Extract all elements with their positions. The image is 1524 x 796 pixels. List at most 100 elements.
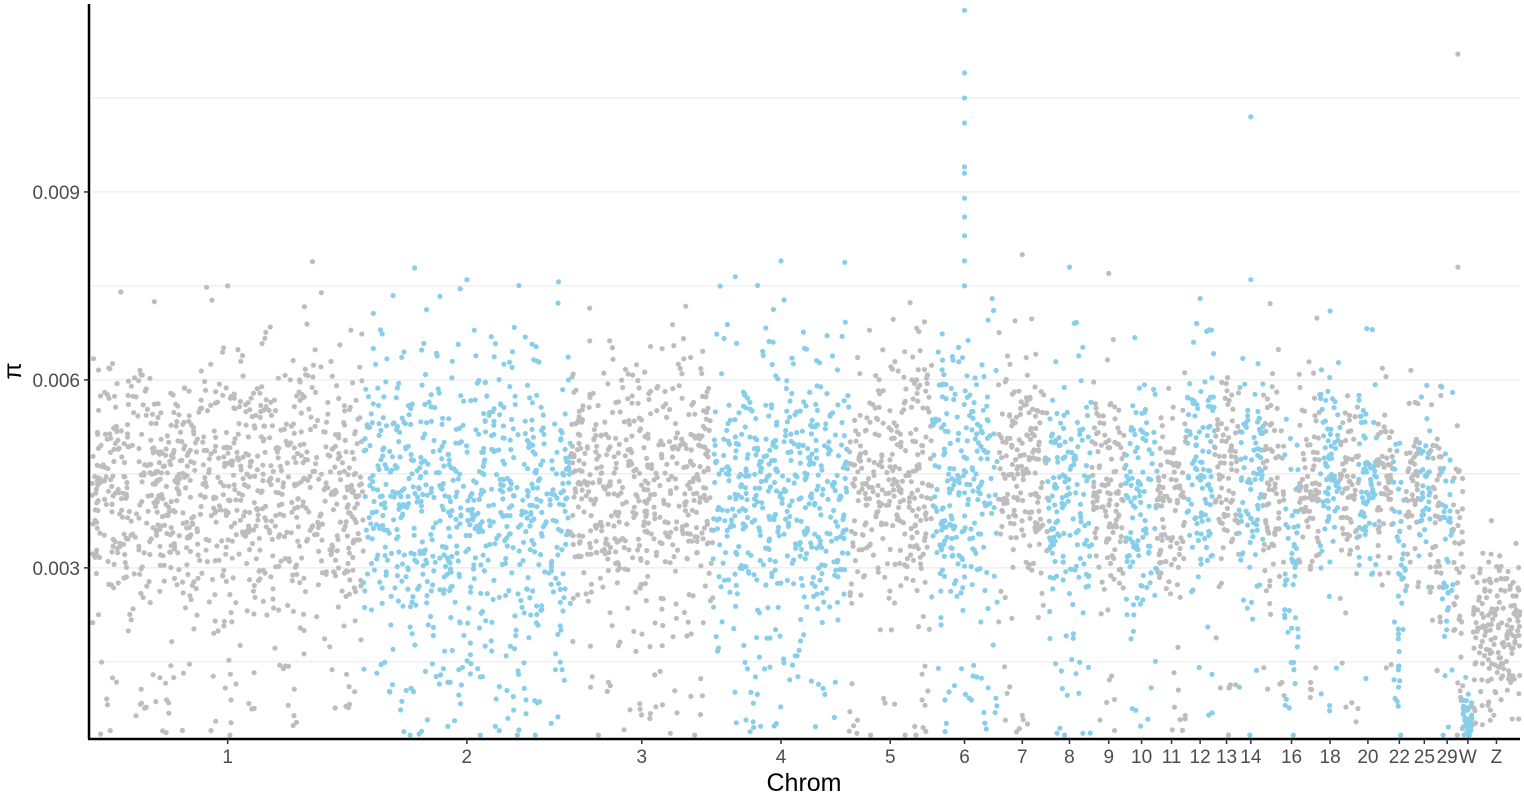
data-point xyxy=(944,534,950,540)
data-point xyxy=(812,500,818,506)
data-point xyxy=(343,519,349,525)
data-point xyxy=(637,585,643,591)
data-point xyxy=(530,588,536,594)
data-point xyxy=(187,534,193,540)
data-point xyxy=(740,506,746,512)
data-point xyxy=(1327,374,1333,381)
data-point xyxy=(842,259,848,265)
data-point xyxy=(615,450,621,456)
data-point xyxy=(1163,558,1169,565)
data-point xyxy=(278,468,285,474)
data-point xyxy=(534,603,540,609)
data-point xyxy=(659,643,665,649)
data-point xyxy=(787,677,793,683)
data-point xyxy=(899,478,906,484)
data-point xyxy=(594,465,600,471)
data-point xyxy=(616,519,622,525)
data-point xyxy=(886,595,892,601)
data-point xyxy=(276,563,282,570)
data-point xyxy=(470,566,477,572)
data-point xyxy=(561,472,567,478)
data-point xyxy=(1014,466,1020,472)
data-point xyxy=(111,446,117,452)
data-point xyxy=(1105,481,1111,487)
data-point xyxy=(479,470,485,476)
data-point xyxy=(270,553,276,559)
data-point xyxy=(233,532,239,538)
data-point xyxy=(1050,397,1056,403)
data-point xyxy=(932,463,938,469)
data-point xyxy=(457,620,463,626)
data-point xyxy=(622,538,628,544)
data-point xyxy=(1451,475,1457,481)
data-point xyxy=(507,384,513,390)
data-point xyxy=(457,701,464,707)
data-point xyxy=(961,490,968,496)
data-point xyxy=(1387,447,1393,453)
data-point xyxy=(325,452,331,458)
data-point xyxy=(896,466,903,472)
data-point xyxy=(1172,507,1178,514)
data-point xyxy=(175,550,181,556)
data-point xyxy=(602,551,608,557)
data-point xyxy=(658,451,665,457)
data-point xyxy=(1416,440,1423,446)
data-point xyxy=(1060,553,1066,559)
data-point xyxy=(229,555,235,561)
data-point xyxy=(465,620,471,626)
data-point xyxy=(237,398,243,405)
data-point xyxy=(1011,475,1017,481)
data-point xyxy=(1376,529,1382,535)
data-point xyxy=(1351,492,1358,498)
data-point xyxy=(668,473,675,479)
data-point xyxy=(972,436,978,442)
data-point xyxy=(1318,471,1324,477)
data-point xyxy=(511,455,517,461)
data-point xyxy=(450,477,456,483)
data-point xyxy=(1255,409,1261,415)
data-point xyxy=(902,531,908,537)
data-point xyxy=(483,618,489,624)
data-point xyxy=(975,485,982,491)
data-point xyxy=(1061,732,1068,738)
data-point xyxy=(138,700,145,706)
data-point xyxy=(378,427,384,433)
data-point xyxy=(97,530,103,536)
data-point xyxy=(480,463,486,469)
data-point xyxy=(810,574,817,581)
data-point xyxy=(818,463,824,469)
data-point xyxy=(421,548,427,554)
data-point xyxy=(851,483,857,489)
data-point xyxy=(944,411,950,417)
data-point xyxy=(903,575,910,581)
data-point xyxy=(406,475,412,482)
data-point xyxy=(1063,569,1069,575)
data-point xyxy=(565,515,571,521)
data-point xyxy=(1128,529,1134,536)
data-point xyxy=(515,591,521,597)
data-point xyxy=(257,414,263,420)
data-point xyxy=(1309,481,1316,487)
data-point xyxy=(482,418,488,424)
data-point xyxy=(507,486,514,492)
data-point xyxy=(725,438,731,444)
data-point xyxy=(880,535,886,542)
data-point xyxy=(672,476,679,482)
data-point xyxy=(924,544,930,550)
data-point xyxy=(525,575,531,581)
data-point xyxy=(529,426,535,432)
data-point xyxy=(89,480,95,486)
data-point xyxy=(279,501,285,507)
data-point xyxy=(529,502,536,508)
data-point xyxy=(198,368,204,374)
data-point xyxy=(1206,449,1212,455)
data-point xyxy=(138,472,144,478)
data-point xyxy=(1266,482,1272,488)
data-point xyxy=(380,512,386,519)
data-point xyxy=(595,732,602,738)
data-point xyxy=(1004,690,1010,696)
data-point xyxy=(480,552,486,558)
data-point xyxy=(970,408,976,415)
data-point xyxy=(1180,522,1187,529)
data-point xyxy=(395,598,401,604)
